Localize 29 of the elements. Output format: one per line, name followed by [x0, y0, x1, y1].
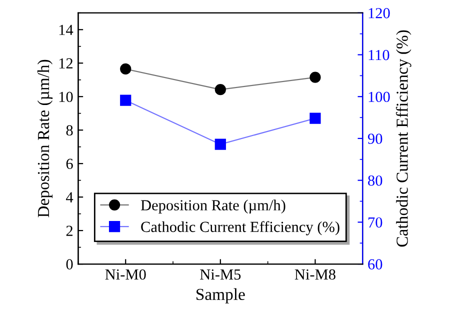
- y2-tick-label: 60: [368, 259, 382, 270]
- legend-label: Deposition Rate (µm/h): [140, 200, 286, 214]
- y2-tick-label: 70: [368, 217, 382, 228]
- legend-label: Cathodic Current Efficiency (%): [141, 221, 340, 236]
- point: [310, 112, 321, 124]
- y-tick-label: 10: [59, 92, 73, 102]
- y-axis-title: Deposition Rate (µm/h): [37, 60, 53, 218]
- y-tick-label: 4: [66, 192, 74, 202]
- y-tick-label: 6: [66, 158, 73, 170]
- y2-tick-label: 110: [368, 50, 390, 60]
- point: [310, 72, 321, 83]
- y-tick-label: 14: [59, 24, 74, 35]
- point: [120, 63, 132, 75]
- y2-tick-label: 90: [368, 134, 382, 144]
- y-tick-label: 12: [59, 58, 73, 68]
- y-tick-label: 8: [66, 125, 73, 136]
- y2-axis-title: Cathodic Current Efficiency (%): [396, 30, 412, 247]
- x-axis-title: Sample: [196, 288, 245, 304]
- point: [214, 138, 226, 150]
- y2-tick-label: 100: [368, 92, 390, 102]
- y2-tick-label: 120: [368, 8, 390, 18]
- point: [214, 84, 226, 96]
- y-tick-label: 2: [66, 226, 73, 236]
- x-tick-label: Ni-M0: [105, 269, 146, 280]
- y2-tick-label: 80: [368, 175, 382, 186]
- y-tick-label: 0: [66, 259, 73, 270]
- point: [120, 94, 132, 106]
- x-tick-label: Ni-M5: [200, 269, 241, 280]
- x-tick-label: Ni-M8: [294, 269, 336, 280]
